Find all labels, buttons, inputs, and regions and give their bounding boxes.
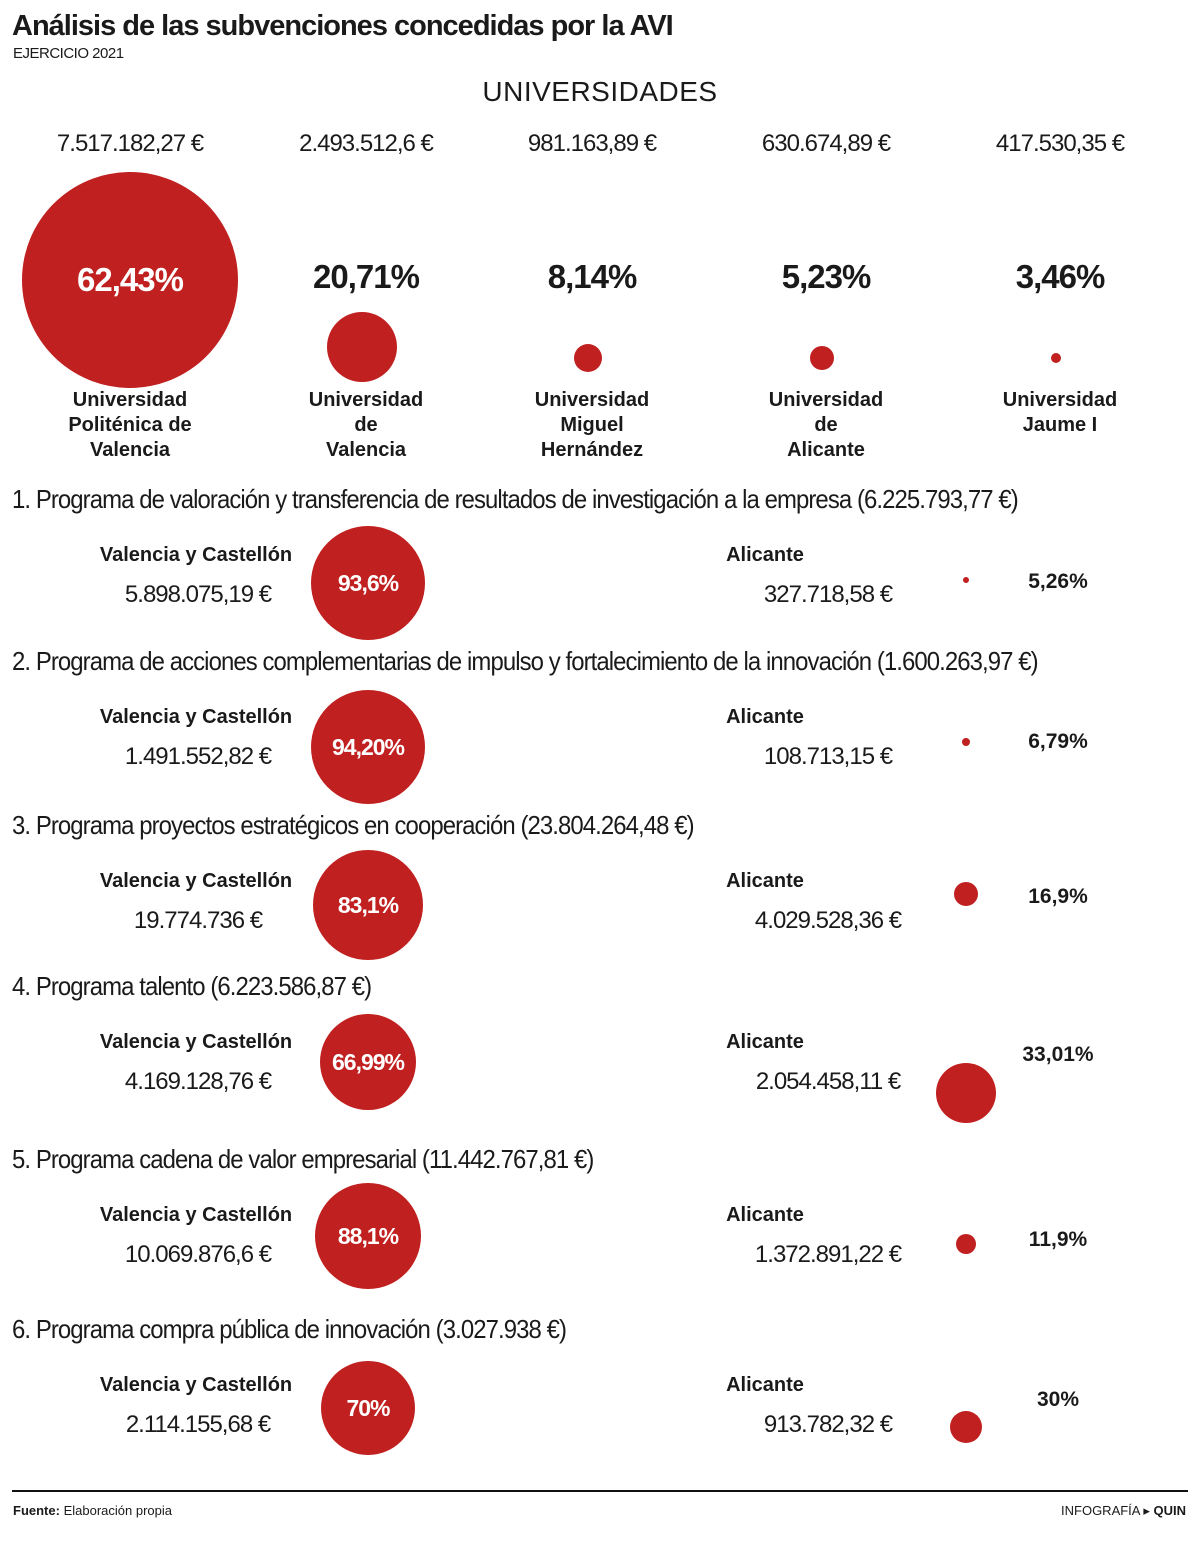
alicante-pct: 5,26% bbox=[1028, 570, 1088, 593]
program-title: 6. Programa compra pública de innovación… bbox=[12, 1314, 567, 1344]
university-amount: 2.493.512,6 € bbox=[299, 130, 434, 157]
alicante-bubble bbox=[950, 1411, 982, 1443]
program-title: 2. Programa de acciones complementarias … bbox=[12, 646, 1039, 676]
alicante-bubble bbox=[956, 1234, 976, 1254]
source-label: Fuente: bbox=[13, 1503, 60, 1518]
page-title: Análisis de las subvenciones concedidas … bbox=[12, 10, 674, 42]
vc-bubble: 94,20% bbox=[311, 690, 425, 804]
university-bubble: 62,43% bbox=[22, 172, 238, 388]
university-name: Universidad Miguel Hernández bbox=[534, 389, 650, 461]
source: Fuente: Elaboración propia bbox=[13, 1503, 172, 1518]
university-bubble bbox=[574, 344, 602, 372]
alicante-amount: 4.029.528,36 € bbox=[754, 907, 902, 934]
section-title: UNIVERSIDADES bbox=[482, 76, 718, 107]
source-text: Elaboración propia bbox=[63, 1503, 172, 1518]
alicante-bubble bbox=[963, 577, 969, 583]
alicante-label: Alicante bbox=[726, 1374, 804, 1396]
vc-bubble: 66,99% bbox=[320, 1014, 416, 1110]
alicante-amount: 2.054.458,11 € bbox=[755, 1068, 901, 1095]
alicante-pct: 33,01% bbox=[1022, 1043, 1094, 1066]
subtitle: EJERCICIO 2021 bbox=[13, 45, 124, 62]
vc-label: Valencia y Castellón bbox=[99, 544, 293, 566]
vc-bubble: 70% bbox=[321, 1361, 415, 1455]
university-bubble bbox=[810, 346, 834, 370]
university-bubble bbox=[327, 312, 397, 382]
university-amount: 417.530,35 € bbox=[995, 130, 1125, 157]
university-pct: 3,46% bbox=[1015, 258, 1106, 295]
vc-label: Valencia y Castellón bbox=[99, 1374, 293, 1396]
vc-bubble: 93,6% bbox=[311, 526, 425, 640]
divider bbox=[12, 1490, 1188, 1492]
alicante-amount: 327.718,58 € bbox=[763, 581, 893, 608]
university-pct: 20,71% bbox=[313, 258, 420, 295]
program-title: 4. Programa talento (6.223.586,87 €) bbox=[12, 971, 372, 1001]
alicante-bubble bbox=[954, 882, 978, 906]
university-amount: 7.517.182,27 € bbox=[56, 130, 204, 157]
alicante-amount: 913.782,32 € bbox=[763, 1411, 893, 1438]
credit-label: INFOGRAFÍA bbox=[1061, 1503, 1140, 1518]
university-bubble bbox=[1051, 353, 1061, 363]
vc-label: Valencia y Castellón bbox=[99, 1031, 293, 1053]
university-pct: 5,23% bbox=[781, 258, 872, 295]
vc-amount: 2.114.155,68 € bbox=[125, 1411, 271, 1438]
program-title: 3. Programa proyectos estratégicos en co… bbox=[12, 810, 695, 840]
alicante-label: Alicante bbox=[726, 1204, 804, 1226]
university-name: Universidad Jaume I bbox=[1002, 389, 1118, 436]
university-name: Universidad de Valencia bbox=[308, 389, 424, 461]
university-name: Universidad Politénica de Valencia bbox=[68, 389, 192, 461]
vc-amount: 10.069.876,6 € bbox=[124, 1241, 272, 1268]
alicante-pct: 6,79% bbox=[1028, 730, 1088, 753]
alicante-pct: 11,9% bbox=[1028, 1228, 1088, 1251]
vc-amount: 4.169.128,76 € bbox=[124, 1068, 272, 1095]
alicante-bubble bbox=[936, 1063, 996, 1123]
vc-label: Valencia y Castellón bbox=[99, 870, 293, 892]
vc-amount: 5.898.075,19 € bbox=[124, 581, 272, 608]
university-name: Universidad de Alicante bbox=[768, 389, 884, 461]
credit-name: QUIN bbox=[1153, 1503, 1187, 1518]
university-amount: 630.674,89 € bbox=[761, 130, 891, 157]
alicante-pct: 16,9% bbox=[1028, 885, 1088, 908]
alicante-bubble bbox=[962, 738, 970, 746]
vc-bubble: 88,1% bbox=[315, 1183, 421, 1289]
alicante-label: Alicante bbox=[726, 870, 804, 892]
university-amount: 981.163,89 € bbox=[527, 130, 657, 157]
alicante-pct: 30% bbox=[1036, 1388, 1080, 1411]
alicante-label: Alicante bbox=[726, 544, 804, 566]
vc-amount: 1.491.552,82 € bbox=[124, 743, 272, 770]
university-pct: 8,14% bbox=[547, 258, 638, 295]
vc-label: Valencia y Castellón bbox=[99, 1204, 293, 1226]
vc-bubble: 83,1% bbox=[313, 850, 423, 960]
credit: INFOGRAFÍA ▸ QUIN bbox=[1061, 1503, 1187, 1518]
alicante-amount: 1.372.891,22 € bbox=[754, 1241, 902, 1268]
program-title: 1. Programa de valoración y transferenci… bbox=[12, 484, 1019, 514]
alicante-label: Alicante bbox=[726, 1031, 804, 1053]
vc-amount: 19.774.736 € bbox=[133, 907, 263, 934]
program-title: 5. Programa cadena de valor empresarial … bbox=[12, 1144, 594, 1174]
alicante-label: Alicante bbox=[726, 706, 804, 728]
vc-label: Valencia y Castellón bbox=[99, 706, 293, 728]
alicante-amount: 108.713,15 € bbox=[763, 743, 893, 770]
